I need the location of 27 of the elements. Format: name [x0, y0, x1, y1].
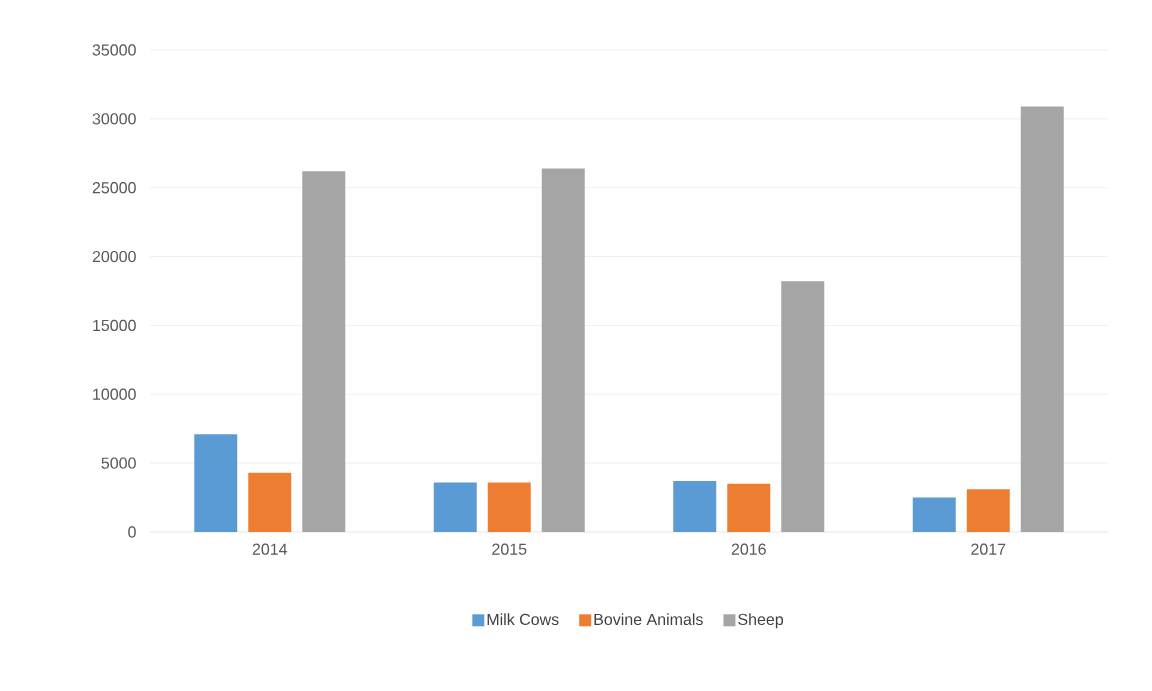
legend-label: Sheep [738, 613, 784, 629]
x-tick-label: 2016 [731, 543, 766, 555]
x-tick-label: 2014 [252, 543, 288, 555]
y-tick-label: 25000 [92, 182, 136, 194]
bar [248, 472, 292, 532]
bar [727, 483, 771, 532]
y-tick-label: 15000 [93, 319, 136, 332]
x-tick-label: 2015 [492, 543, 527, 555]
y-tick-label: 35000 [92, 44, 136, 56]
y-tick-label: 10000 [93, 388, 136, 400]
bar [1020, 106, 1064, 532]
y-tick-label: 5000 [101, 457, 136, 469]
bar [541, 168, 585, 532]
bar [433, 482, 477, 532]
bar [673, 481, 717, 532]
y-tick-label: 20000 [92, 250, 136, 263]
legend-label: Milk Cows [487, 613, 559, 626]
bar [912, 497, 956, 532]
y-tick-label: 0 [128, 526, 136, 538]
bar [302, 171, 346, 532]
bar [194, 434, 238, 532]
legend-label: Bovine Animals [594, 613, 703, 626]
bar [487, 482, 531, 532]
bar [966, 489, 1010, 532]
x-tick-label: 2017 [971, 543, 1006, 555]
y-tick-label: 30000 [92, 113, 136, 125]
bar [781, 281, 825, 532]
